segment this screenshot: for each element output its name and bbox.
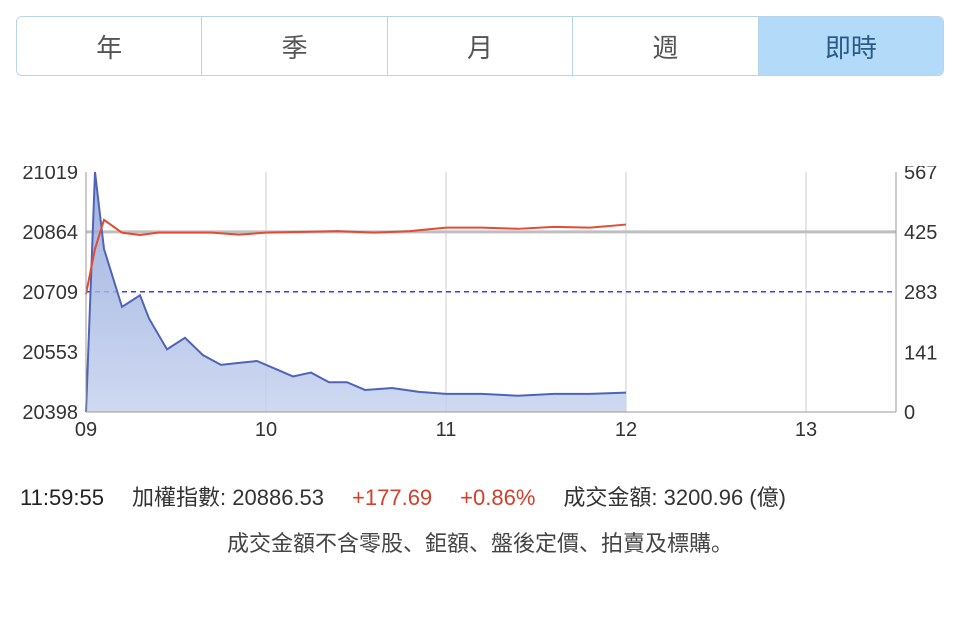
change-absolute: +177.69 (352, 485, 432, 511)
svg-text:0: 0 (904, 402, 915, 424)
svg-text:09: 09 (75, 419, 97, 441)
tab-1[interactable]: 季 (202, 17, 387, 75)
svg-text:11: 11 (436, 419, 457, 441)
index-value: 20886.53 (232, 485, 324, 510)
chart-container: 20398 20553 20709 20864 21019 0 141 283 425 567 09… (16, 166, 944, 466)
volume-label: 成交金額: (563, 485, 657, 510)
svg-text:141: 141 (904, 342, 937, 364)
tab-0[interactable]: 年 (17, 17, 202, 75)
timestamp: 11:59:55 (20, 485, 104, 511)
svg-text:20398: 20398 (22, 402, 78, 424)
volume-value: 3200.96 (億) (664, 485, 786, 510)
index-block: 加權指數: 20886.53 (132, 480, 324, 512)
svg-text:20864: 20864 (22, 222, 78, 244)
svg-text:425: 425 (904, 222, 937, 244)
index-label: 加權指數: (132, 485, 226, 510)
svg-text:12: 12 (615, 419, 637, 441)
svg-text:20709: 20709 (22, 282, 78, 304)
tab-2[interactable]: 月 (388, 17, 573, 75)
svg-text:13: 13 (795, 419, 817, 441)
svg-text:21019: 21019 (22, 166, 78, 184)
footnote: 成交金額不含零股、鉅額、盤後定價、拍賣及標購。 (16, 526, 944, 558)
svg-text:20553: 20553 (22, 342, 78, 364)
info-row: 11:59:55 加權指數: 20886.53 +177.69 +0.86% 成… (16, 480, 944, 512)
period-tabs: 年季月週即時 (16, 16, 944, 76)
tab-4[interactable]: 即時 (759, 17, 943, 75)
volume-block: 成交金額: 3200.96 (億) (563, 480, 786, 512)
svg-text:567: 567 (904, 166, 937, 184)
change-percent: +0.86% (460, 485, 535, 511)
stock-intraday-chart: 20398 20553 20709 20864 21019 0 141 283 425 567 09… (16, 166, 944, 466)
tab-3[interactable]: 週 (573, 17, 758, 75)
svg-text:283: 283 (904, 282, 937, 304)
svg-text:10: 10 (255, 419, 277, 441)
